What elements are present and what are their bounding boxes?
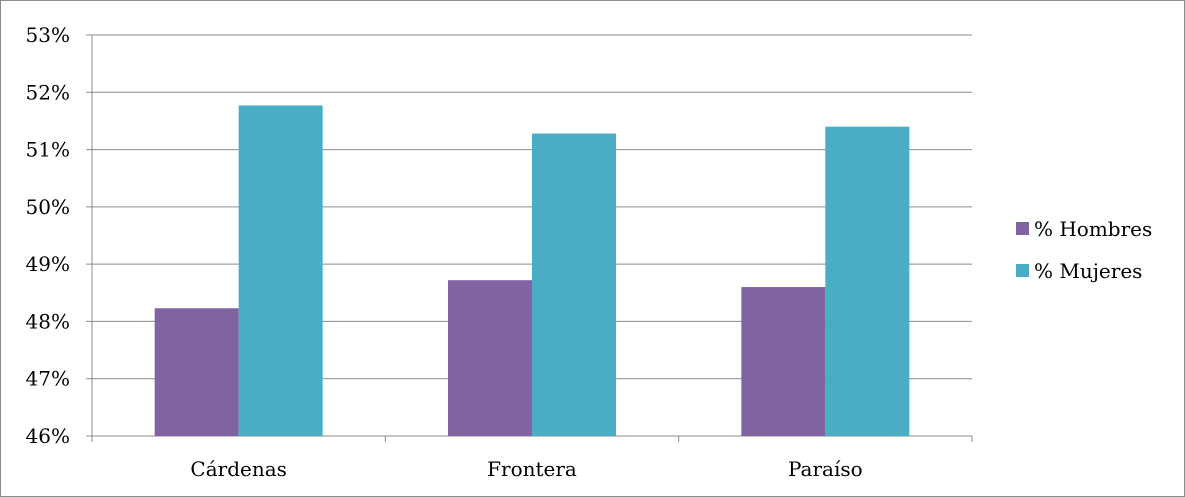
x-axis-ticks: Cárdenas Frontera Paraíso (190, 457, 862, 481)
legend-label: % Hombres (1034, 217, 1152, 241)
axes (91, 35, 973, 442)
bar (532, 133, 616, 436)
bar (154, 308, 239, 436)
legend-swatch (1016, 264, 1029, 277)
y-tick-label: 53% (26, 23, 70, 47)
y-tick-label: 49% (26, 252, 70, 276)
x-tick-label: Paraíso (788, 457, 863, 481)
y-axis-ticks: 46% 47% 48% 49% 50% 51% 52% 53% (26, 23, 70, 448)
y-tick-label: 47% (26, 367, 70, 391)
bars (154, 105, 910, 437)
y-tick-label: 46% (26, 424, 70, 448)
bar (448, 280, 532, 436)
bar (741, 287, 826, 436)
legend: % Hombres % Mujeres (1016, 217, 1152, 283)
y-tick-label: 48% (26, 309, 70, 333)
x-tick-label: Cárdenas (190, 457, 287, 481)
bar (825, 126, 910, 437)
legend-label: % Mujeres (1034, 259, 1142, 283)
y-tick-label: 52% (26, 80, 70, 104)
y-tick-label: 51% (26, 138, 70, 162)
bar (238, 105, 323, 436)
y-tick-label: 50% (26, 195, 70, 219)
legend-swatch (1016, 222, 1029, 235)
x-tick-label: Frontera (487, 457, 577, 481)
